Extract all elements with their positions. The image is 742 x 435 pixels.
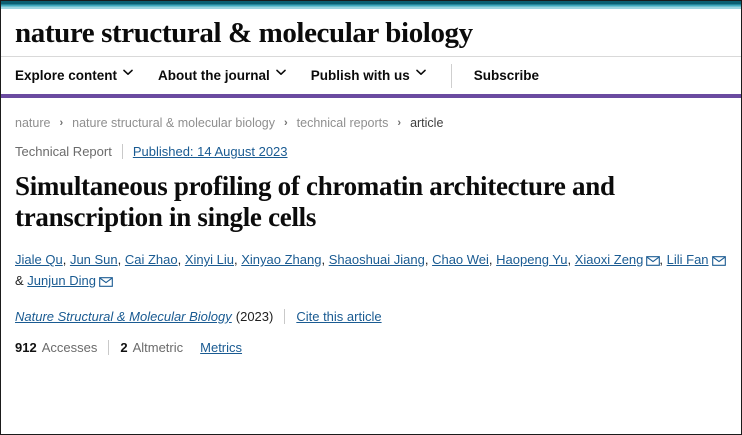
chevron-down-icon [415,69,426,78]
article-meta: Technical Report Published: 14 August 20… [15,144,727,169]
breadcrumb-item-nature[interactable]: nature [15,116,51,130]
cite-this-article-link[interactable]: Cite this article [296,309,382,324]
author-list: Jiale Qu, Jun Sun, Cai Zhao, Xinyi Liu, … [15,249,727,291]
author-link[interactable]: Shaoshuai Jiang [328,252,425,267]
primary-navigation: Explore content About the journal Publis… [1,57,741,98]
brand-accent-strip [1,1,741,9]
author-separator: , [234,252,242,267]
envelope-icon[interactable] [711,256,726,266]
author-separator: , [567,252,575,267]
chevron-down-icon [123,69,133,78]
altmetric-label: Altmetric [132,340,184,355]
nav-item-label: Explore content [15,68,118,83]
breadcrumb-separator-icon: › [59,117,64,129]
author-separator: , [117,252,125,267]
altmetric-count: 2 [120,340,128,355]
journal-name-link[interactable]: Nature Structural & Molecular Biology [15,309,232,324]
author-link[interactable]: Lili Fan [666,252,709,267]
envelope-icon[interactable] [646,256,661,266]
citation-line: Nature Structural & Molecular Biology (2… [15,309,727,340]
author-link[interactable]: Cai Zhao [124,252,178,267]
meta-divider [121,144,123,159]
metrics-link[interactable]: Metrics [200,340,243,355]
nav-item-subscribe[interactable]: Subscribe [474,68,539,83]
nav-item-explore-content[interactable]: Explore content [15,68,133,83]
author-separator: , [321,252,329,267]
published-date-link[interactable]: Published: 14 August 2023 [132,144,288,159]
masthead: nature structural & molecular biology [1,9,741,57]
author-link[interactable]: Jun Sun [69,252,118,267]
nav-item-label: Publish with us [310,68,410,83]
author-link[interactable]: Xinyao Zhang [241,252,322,267]
article-type-label: Technical Report [15,144,112,159]
nav-divider [450,63,452,88]
author-link[interactable]: Xinyi Liu [184,252,234,267]
breadcrumb-item-technical-reports[interactable]: technical reports [296,116,389,130]
breadcrumb: nature › nature structural & molecular b… [15,98,727,144]
accesses-label: Accesses [41,340,98,355]
article-content: nature › nature structural & molecular b… [1,98,741,355]
nav-item-about-the-journal[interactable]: About the journal [158,68,286,83]
metrics-bar: 912 Accesses 2 Altmetric Metrics [15,340,727,355]
author-link[interactable]: Xiaoxi Zeng [574,252,644,267]
publication-year: (2023) [235,309,274,324]
journal-logo-title[interactable]: nature structural & molecular biology [15,17,473,49]
chevron-down-icon [275,69,286,78]
breadcrumb-item-journal[interactable]: nature structural & molecular biology [72,116,275,130]
nav-item-publish-with-us[interactable]: Publish with us [310,68,426,83]
author-separator: & [15,273,28,288]
nav-item-label: About the journal [158,68,270,83]
metrics-divider [108,340,110,355]
author-link[interactable]: Chao Wei [432,252,489,267]
author-separator: , [488,252,497,267]
breadcrumb-item-article: article [410,116,444,130]
breadcrumb-separator-icon: › [284,117,288,129]
author-separator: , [177,252,185,267]
author-separator: , [62,252,70,267]
nav-item-label: Subscribe [473,68,540,83]
breadcrumb-separator-icon: › [397,117,402,129]
author-separator: , [659,252,667,267]
envelope-icon[interactable] [99,277,113,287]
accesses-count: 912 [15,340,37,355]
author-link[interactable]: Haopeng Yu [496,252,568,267]
citation-divider [284,309,286,324]
author-link[interactable]: Junjun Ding [27,273,96,288]
author-link[interactable]: Jiale Qu [15,252,63,267]
page-title: Simultaneous profiling of chromatin arch… [15,171,615,232]
author-separator: , [424,252,433,267]
